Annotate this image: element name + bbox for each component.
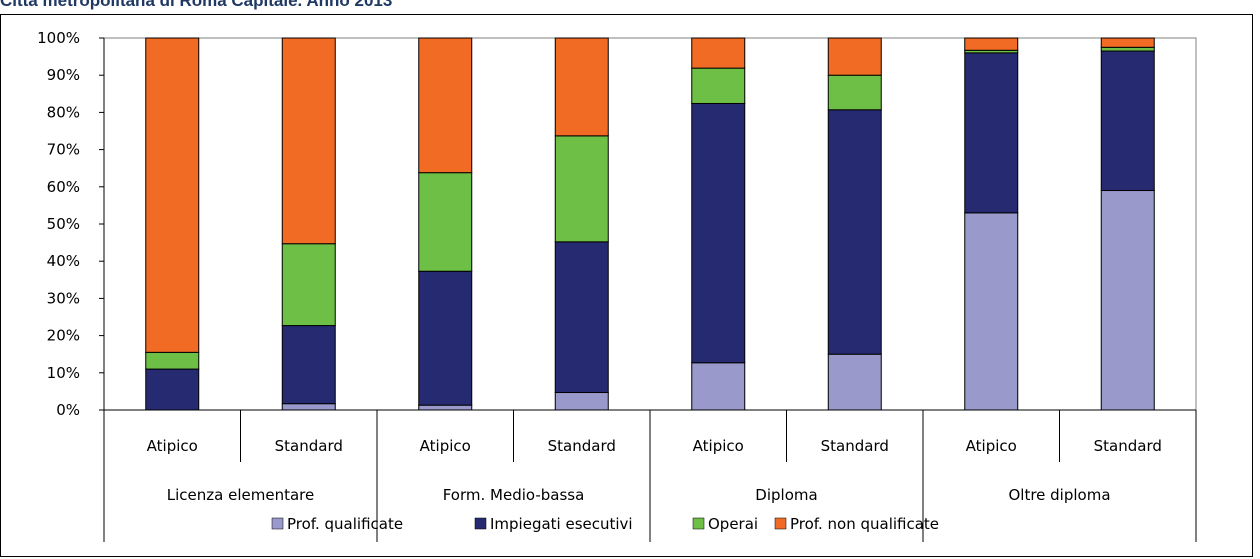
y-tick-label: 100% — [37, 29, 80, 47]
bar-segment — [1100, 50, 1155, 192]
legend-label: Operai — [708, 515, 758, 533]
bar-segment — [418, 172, 473, 272]
chart-title: Città metropolitana di Roma Capitale. An… — [0, 0, 393, 10]
bar-segment — [418, 37, 473, 174]
bar-segment — [691, 37, 746, 69]
y-tick-label: 40% — [47, 252, 80, 270]
x-category-label: Standard — [548, 437, 616, 455]
y-tick-label: 90% — [47, 66, 80, 84]
y-tick-label: 70% — [47, 141, 80, 159]
x-group-label: Oltre diploma — [1008, 486, 1110, 504]
bar-segment — [827, 109, 882, 355]
bar-segment — [827, 37, 882, 76]
legend-swatch — [774, 517, 787, 530]
chart-frame — [0, 14, 1253, 557]
bar-segment — [1100, 46, 1155, 52]
x-category-label: Standard — [1094, 437, 1162, 455]
x-category-label: Atipico — [147, 437, 198, 455]
bar-segment — [554, 135, 609, 243]
y-tick-label: 0% — [56, 401, 80, 419]
x-category-label: Standard — [275, 437, 343, 455]
bar-segment — [281, 325, 336, 405]
y-tick-label: 30% — [47, 289, 80, 307]
bar-segment — [281, 243, 336, 327]
x-category-label: Atipico — [966, 437, 1017, 455]
y-tick-label: 10% — [47, 364, 80, 382]
bar-segment — [554, 37, 609, 137]
bar-segment — [964, 37, 1019, 51]
bar-segment — [145, 351, 200, 370]
bar-segment — [145, 37, 200, 353]
bar-segment — [827, 353, 882, 411]
bar-segment — [1100, 190, 1155, 411]
x-group-label: Licenza elementare — [167, 486, 314, 504]
legend-label: Prof. non qualificate — [790, 515, 939, 533]
bar-segment — [554, 392, 609, 411]
y-tick-label: 20% — [47, 327, 80, 345]
plot-area — [103, 37, 1197, 411]
legend-swatch — [474, 517, 487, 530]
bar-segment — [964, 52, 1019, 214]
x-group-label: Form. Medio-bassa — [443, 486, 585, 504]
y-tick-label: 60% — [47, 178, 80, 196]
bar-segment — [691, 102, 746, 364]
x-group-label: Diploma — [755, 486, 817, 504]
bar-segment — [418, 270, 473, 406]
bar-segment — [827, 74, 882, 111]
bar-segment — [418, 404, 473, 411]
bar-segment — [964, 212, 1019, 411]
legend-swatch — [271, 517, 284, 530]
bar-segment — [691, 67, 746, 104]
y-tick-label: 50% — [47, 215, 80, 233]
y-tick-label: 80% — [47, 103, 80, 121]
x-category-label: Atipico — [420, 437, 471, 455]
legend-swatch — [692, 517, 705, 530]
bar-segment — [281, 37, 336, 245]
bar-segment — [145, 368, 200, 411]
legend-label: Prof. qualificate — [287, 515, 403, 533]
bar-segment — [554, 241, 609, 394]
bar-segment — [1100, 37, 1155, 48]
x-category-label: Standard — [821, 437, 889, 455]
bar-segment — [691, 362, 746, 411]
x-category-label: Atipico — [693, 437, 744, 455]
legend-label: Impiegati esecutivi — [490, 515, 633, 533]
bar-segment — [281, 403, 336, 411]
